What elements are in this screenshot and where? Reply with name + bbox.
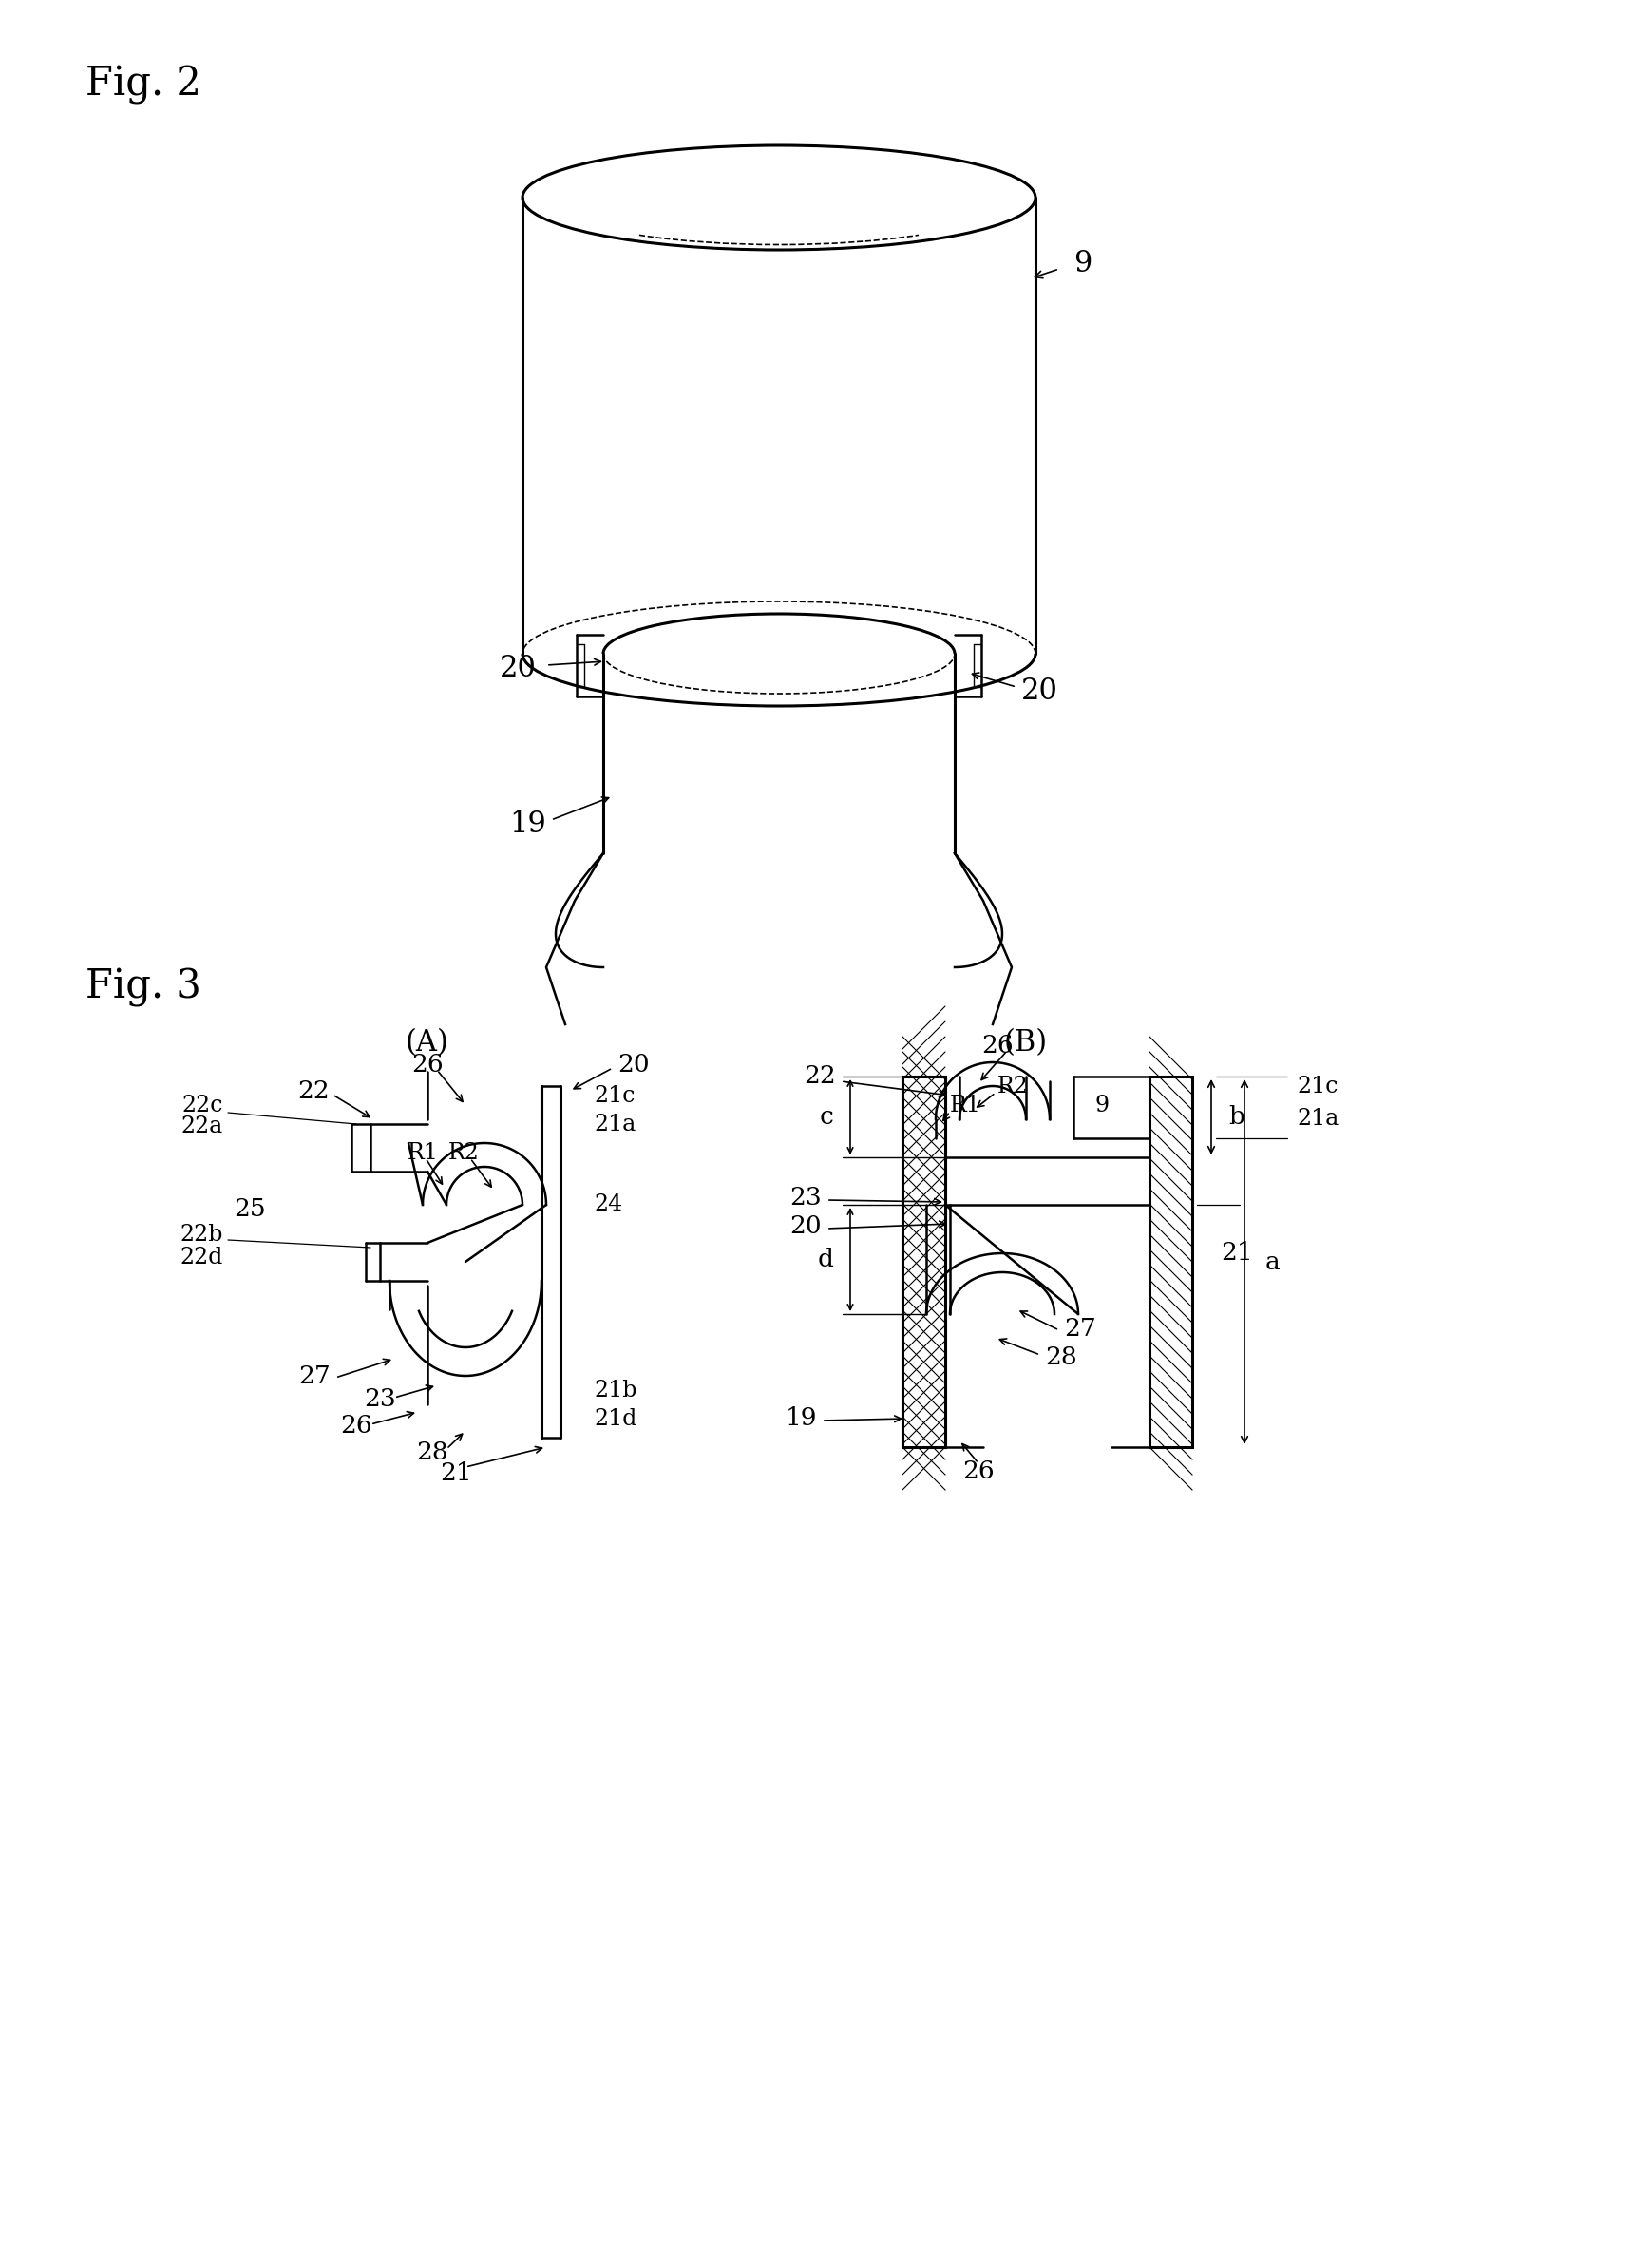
Text: 26: 26: [340, 1413, 372, 1438]
Text: 21a: 21a: [593, 1114, 636, 1134]
Text: 9: 9: [1074, 250, 1092, 279]
Text: 24: 24: [593, 1195, 623, 1215]
Text: 21: 21: [1221, 1240, 1252, 1264]
Bar: [1150, 1076, 1193, 1447]
Text: 22a: 22a: [182, 1116, 223, 1136]
Text: 20: 20: [790, 1213, 821, 1238]
Text: c: c: [819, 1105, 833, 1130]
Bar: [1150, 1076, 1193, 1447]
Text: 20: 20: [1021, 677, 1059, 707]
Text: 21a: 21a: [1297, 1109, 1338, 1130]
Text: 22d: 22d: [180, 1247, 223, 1269]
Text: 27: 27: [299, 1364, 330, 1388]
Text: Fig. 3: Fig. 3: [86, 968, 202, 1008]
Text: 21c: 21c: [1297, 1076, 1338, 1098]
Text: 20: 20: [501, 652, 537, 682]
Text: R2: R2: [448, 1141, 479, 1163]
Bar: [902, 1076, 945, 1447]
Text: 22b: 22b: [180, 1224, 223, 1247]
Text: 23: 23: [363, 1388, 396, 1411]
Text: 20: 20: [618, 1053, 649, 1076]
Text: 28: 28: [1046, 1346, 1077, 1368]
Text: R1: R1: [406, 1141, 438, 1163]
Text: 19: 19: [509, 810, 547, 839]
Text: 26: 26: [963, 1458, 995, 1483]
Text: 9: 9: [1095, 1094, 1108, 1116]
Text: 21: 21: [439, 1460, 472, 1485]
Bar: [902, 1076, 945, 1447]
Bar: [902, 1076, 945, 1447]
Text: 21d: 21d: [593, 1408, 636, 1429]
Text: 23: 23: [790, 1186, 821, 1208]
Text: 26: 26: [411, 1053, 443, 1076]
Text: R2: R2: [998, 1076, 1029, 1098]
Text: 27: 27: [1064, 1316, 1095, 1341]
Text: 25: 25: [235, 1197, 266, 1222]
Text: 19: 19: [785, 1406, 818, 1431]
Text: 22c: 22c: [182, 1094, 223, 1116]
Text: 21b: 21b: [593, 1379, 636, 1402]
Text: 21c: 21c: [593, 1084, 634, 1107]
Text: a: a: [1265, 1251, 1280, 1274]
Text: 26: 26: [981, 1033, 1013, 1058]
Text: (A): (A): [406, 1028, 449, 1057]
Text: Fig. 2: Fig. 2: [86, 65, 202, 104]
Text: 28: 28: [416, 1440, 448, 1465]
Text: R1: R1: [950, 1094, 981, 1116]
Text: b: b: [1229, 1105, 1244, 1130]
Text: (B): (B): [1004, 1028, 1047, 1057]
Text: d: d: [818, 1247, 833, 1271]
Text: 22: 22: [297, 1080, 329, 1102]
Text: 22: 22: [805, 1064, 836, 1089]
